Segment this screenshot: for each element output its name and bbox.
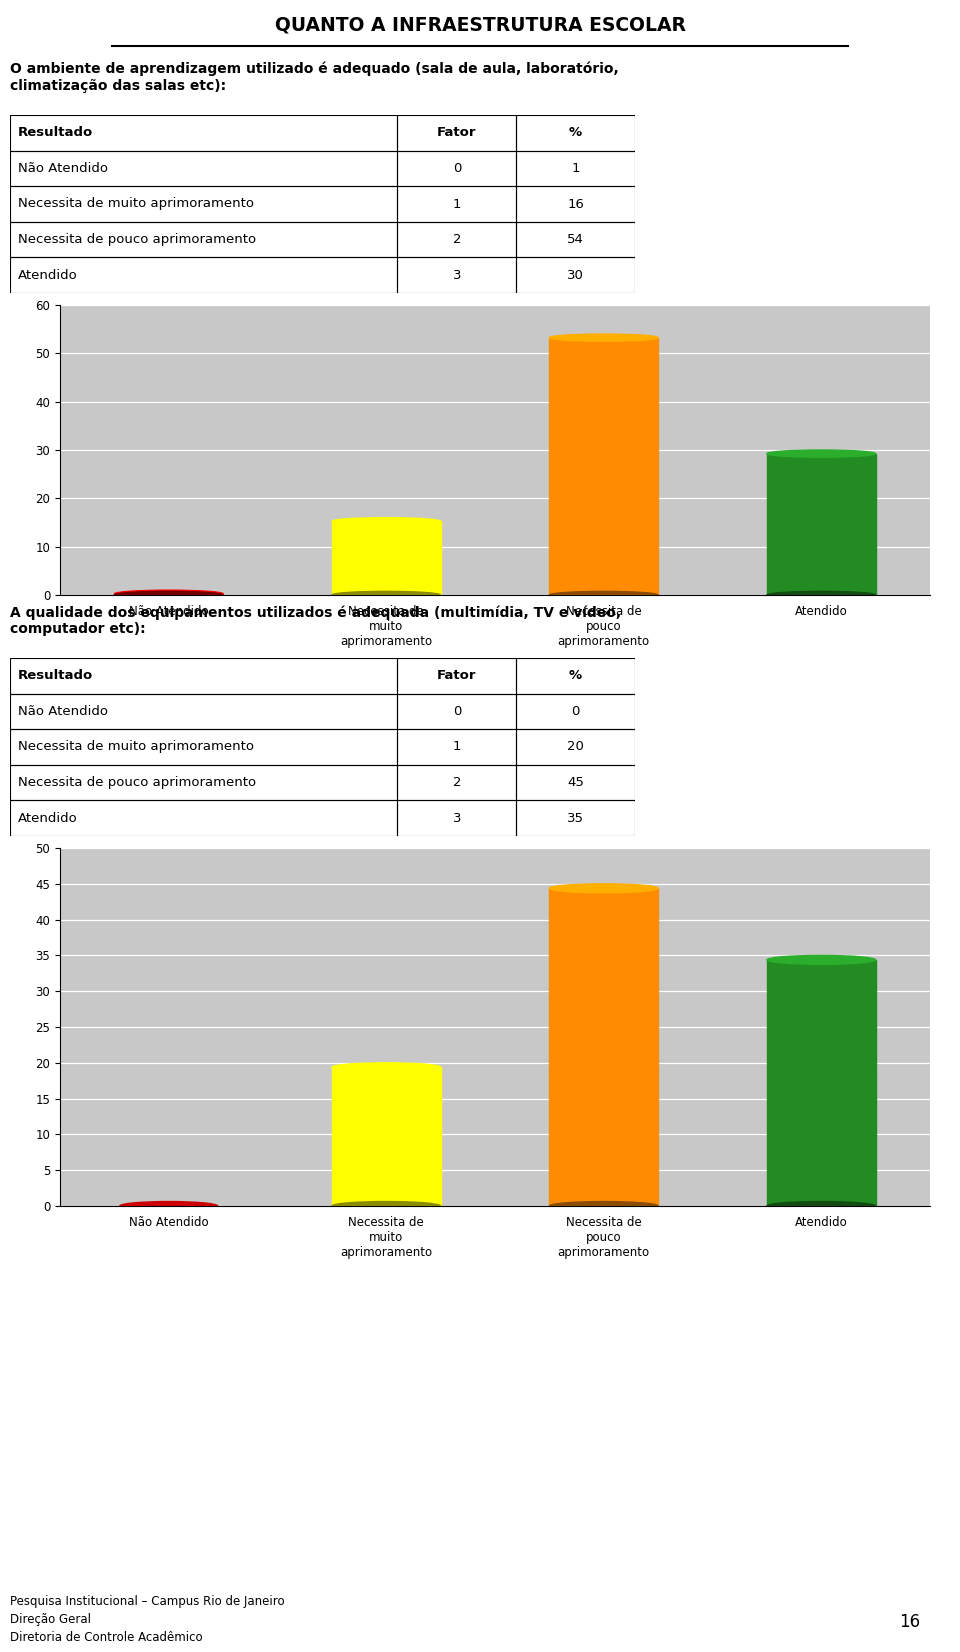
Bar bbox=[516, 116, 635, 150]
Bar bbox=[10, 765, 397, 801]
Bar bbox=[10, 258, 397, 292]
Text: Não Atendido: Não Atendido bbox=[17, 162, 108, 175]
Ellipse shape bbox=[120, 1201, 218, 1211]
Ellipse shape bbox=[767, 591, 876, 598]
Bar bbox=[397, 221, 516, 258]
Text: Necessita de pouco aprimoramento: Necessita de pouco aprimoramento bbox=[17, 233, 255, 246]
Text: 2: 2 bbox=[452, 776, 461, 790]
Ellipse shape bbox=[332, 517, 441, 525]
Bar bbox=[10, 801, 397, 836]
Text: Fator: Fator bbox=[437, 669, 476, 682]
Text: 2: 2 bbox=[452, 233, 461, 246]
Text: Pesquisa Institucional – Campus Rio de Janeiro
Direção Geral
Diretoria de Contro: Pesquisa Institucional – Campus Rio de J… bbox=[10, 1594, 284, 1644]
Text: 3: 3 bbox=[452, 269, 461, 282]
Text: %: % bbox=[569, 126, 582, 139]
Text: QUANTO A INFRAESTRUTURA ESCOLAR: QUANTO A INFRAESTRUTURA ESCOLAR bbox=[275, 17, 685, 35]
Bar bbox=[397, 150, 516, 187]
Text: Fator: Fator bbox=[437, 126, 476, 139]
Bar bbox=[10, 116, 397, 150]
Bar bbox=[10, 150, 397, 187]
Text: 35: 35 bbox=[567, 811, 584, 824]
Ellipse shape bbox=[767, 449, 876, 458]
Bar bbox=[516, 801, 635, 836]
Text: Necessita de muito aprimoramento: Necessita de muito aprimoramento bbox=[17, 198, 253, 210]
Bar bbox=[397, 258, 516, 292]
Ellipse shape bbox=[332, 1201, 441, 1211]
Ellipse shape bbox=[767, 955, 876, 965]
Text: 54: 54 bbox=[567, 233, 584, 246]
Bar bbox=[397, 729, 516, 765]
Text: O ambiente de aprendizagem utilizado é adequado (sala de aula, laboratório,
clim: O ambiente de aprendizagem utilizado é a… bbox=[10, 63, 619, 93]
Ellipse shape bbox=[114, 591, 223, 598]
Text: A qualidade dos equipamentos utilizados é adequada (multimídia, TV e vídeo,
comp: A qualidade dos equipamentos utilizados … bbox=[10, 605, 621, 636]
Bar bbox=[10, 221, 397, 258]
Text: 16: 16 bbox=[567, 198, 584, 210]
Text: 1: 1 bbox=[452, 198, 461, 210]
Text: Resultado: Resultado bbox=[17, 126, 93, 139]
Bar bbox=[516, 729, 635, 765]
Bar bbox=[767, 960, 876, 1206]
Text: Necessita de muito aprimoramento: Necessita de muito aprimoramento bbox=[17, 740, 253, 753]
Bar bbox=[516, 221, 635, 258]
Bar bbox=[516, 150, 635, 187]
Text: Atendido: Atendido bbox=[17, 269, 77, 282]
Ellipse shape bbox=[114, 590, 223, 598]
Bar bbox=[10, 657, 397, 694]
Text: Não Atendido: Não Atendido bbox=[17, 705, 108, 719]
Bar bbox=[397, 765, 516, 801]
Bar bbox=[516, 765, 635, 801]
Bar bbox=[549, 337, 659, 595]
Bar bbox=[10, 187, 397, 221]
Text: 1: 1 bbox=[452, 740, 461, 753]
Text: Resultado: Resultado bbox=[17, 669, 93, 682]
Bar bbox=[397, 694, 516, 729]
Text: 20: 20 bbox=[567, 740, 584, 753]
Text: 1: 1 bbox=[571, 162, 580, 175]
Bar bbox=[516, 657, 635, 694]
Text: 45: 45 bbox=[567, 776, 584, 790]
Bar bbox=[516, 694, 635, 729]
Bar bbox=[10, 694, 397, 729]
Text: 16: 16 bbox=[900, 1612, 921, 1631]
Bar bbox=[397, 116, 516, 150]
Bar bbox=[549, 889, 659, 1206]
Bar bbox=[332, 522, 441, 595]
Text: 0: 0 bbox=[453, 162, 461, 175]
Bar bbox=[397, 187, 516, 221]
Ellipse shape bbox=[549, 334, 659, 342]
Bar bbox=[516, 258, 635, 292]
Text: 30: 30 bbox=[567, 269, 584, 282]
Text: 0: 0 bbox=[571, 705, 580, 719]
Text: 0: 0 bbox=[453, 705, 461, 719]
Bar bbox=[516, 187, 635, 221]
Ellipse shape bbox=[549, 1201, 659, 1211]
Bar bbox=[332, 1067, 441, 1206]
Text: %: % bbox=[569, 669, 582, 682]
Ellipse shape bbox=[332, 591, 441, 598]
Ellipse shape bbox=[767, 1201, 876, 1211]
Bar bbox=[10, 729, 397, 765]
Text: 3: 3 bbox=[452, 811, 461, 824]
Ellipse shape bbox=[332, 1062, 441, 1072]
Text: Atendido: Atendido bbox=[17, 811, 77, 824]
Text: Necessita de pouco aprimoramento: Necessita de pouco aprimoramento bbox=[17, 776, 255, 790]
Ellipse shape bbox=[549, 591, 659, 598]
Bar bbox=[397, 801, 516, 836]
Ellipse shape bbox=[549, 884, 659, 892]
Bar bbox=[767, 454, 876, 595]
Bar bbox=[397, 657, 516, 694]
